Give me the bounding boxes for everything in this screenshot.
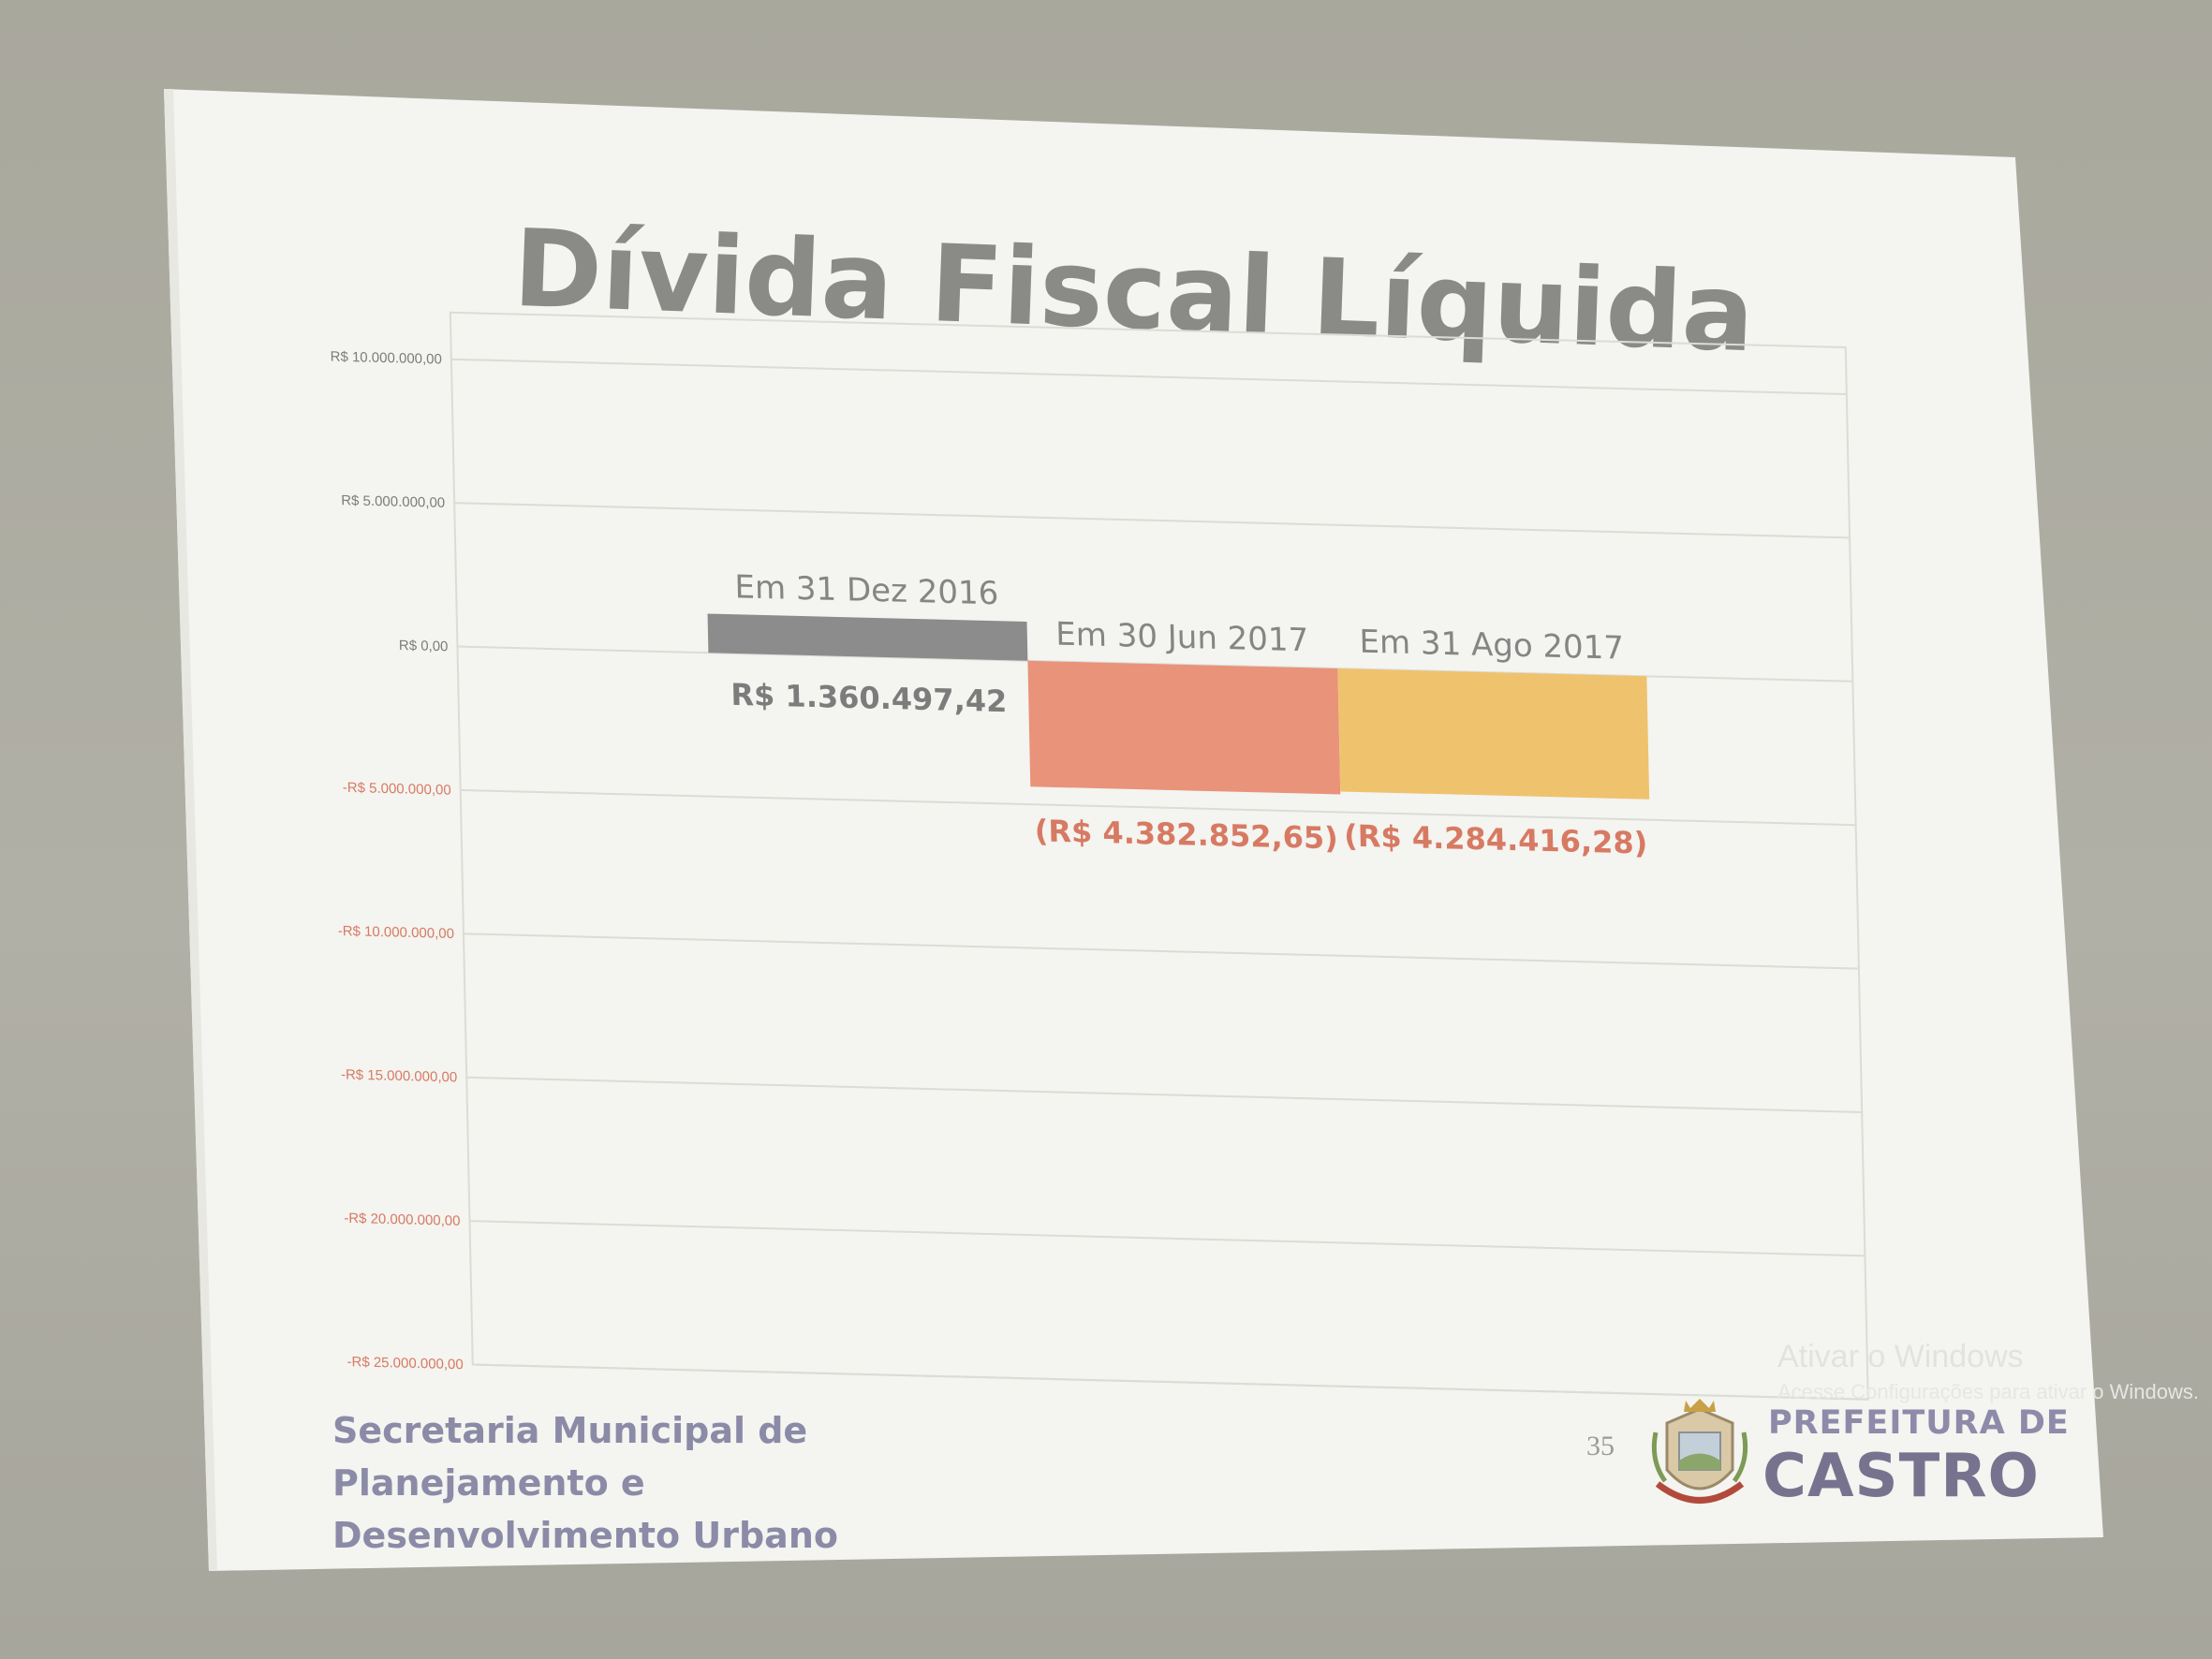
gridline — [466, 1076, 1863, 1113]
bar-2 — [1027, 660, 1341, 795]
data-label: (R$ 4.382.852,65) — [1034, 813, 1338, 856]
category-label: Em 31 Dez 2016 — [734, 568, 999, 612]
brand-prefeitura: PREFEITURA DE — [1768, 1404, 2070, 1442]
category-label: Em 31 Ago 2017 — [1359, 624, 1624, 668]
data-label: R$ 1.360.497,42 — [730, 677, 1008, 719]
y-tick-label: -R$ 5.000.000,00 — [343, 780, 451, 799]
y-tick-label: -R$ 20.000.000,00 — [344, 1211, 461, 1229]
y-tick-label: R$ 10.000.000,00 — [330, 349, 442, 368]
data-label: (R$ 4.284.416,28) — [1344, 818, 1648, 861]
footer-line-3: Desenvolvimento Urbano — [332, 1515, 838, 1556]
y-tick-label: -R$ 15.000.000,00 — [341, 1066, 458, 1085]
gridline — [450, 358, 1847, 396]
y-tick-label: R$ 5.000.000,00 — [341, 492, 445, 511]
gridline — [463, 932, 1859, 970]
gridline — [460, 788, 1856, 827]
category-label: Em 30 Jun 2017 — [1055, 616, 1309, 660]
gridline — [469, 1220, 1865, 1257]
windows-watermark-title: Ativar o Windows — [1777, 1339, 2024, 1374]
slide-background — [164, 89, 2103, 1571]
footer-line-2: Planejamento e — [332, 1462, 645, 1504]
y-tick-label: -R$ 25.000.000,00 — [347, 1354, 464, 1373]
page-number: 35 — [1586, 1431, 1615, 1461]
footer-department: Secretaria Municipal de Planejamento e D… — [332, 1404, 838, 1562]
y-tick-label: R$ 0,00 — [399, 638, 449, 654]
bar-3 — [1337, 668, 1650, 800]
gridline — [454, 502, 1851, 539]
brand-castro: CASTRO — [1762, 1442, 2040, 1511]
castro-crest-icon — [1651, 1399, 1748, 1504]
footer-line-1: Secretaria Municipal de — [332, 1410, 808, 1451]
y-tick-label: -R$ 10.000.000,00 — [338, 923, 455, 942]
chart: R$ 10.000.000,00 R$ 5.000.000,00 R$ 0,00 -R… — [330, 311, 1869, 1401]
gridline — [472, 1363, 1868, 1401]
bar-1 — [707, 613, 1028, 661]
slide-shadow-edge — [164, 89, 217, 1571]
windows-watermark-subtitle: Acesse Configurações para ativar o Windo… — [1777, 1380, 2199, 1403]
